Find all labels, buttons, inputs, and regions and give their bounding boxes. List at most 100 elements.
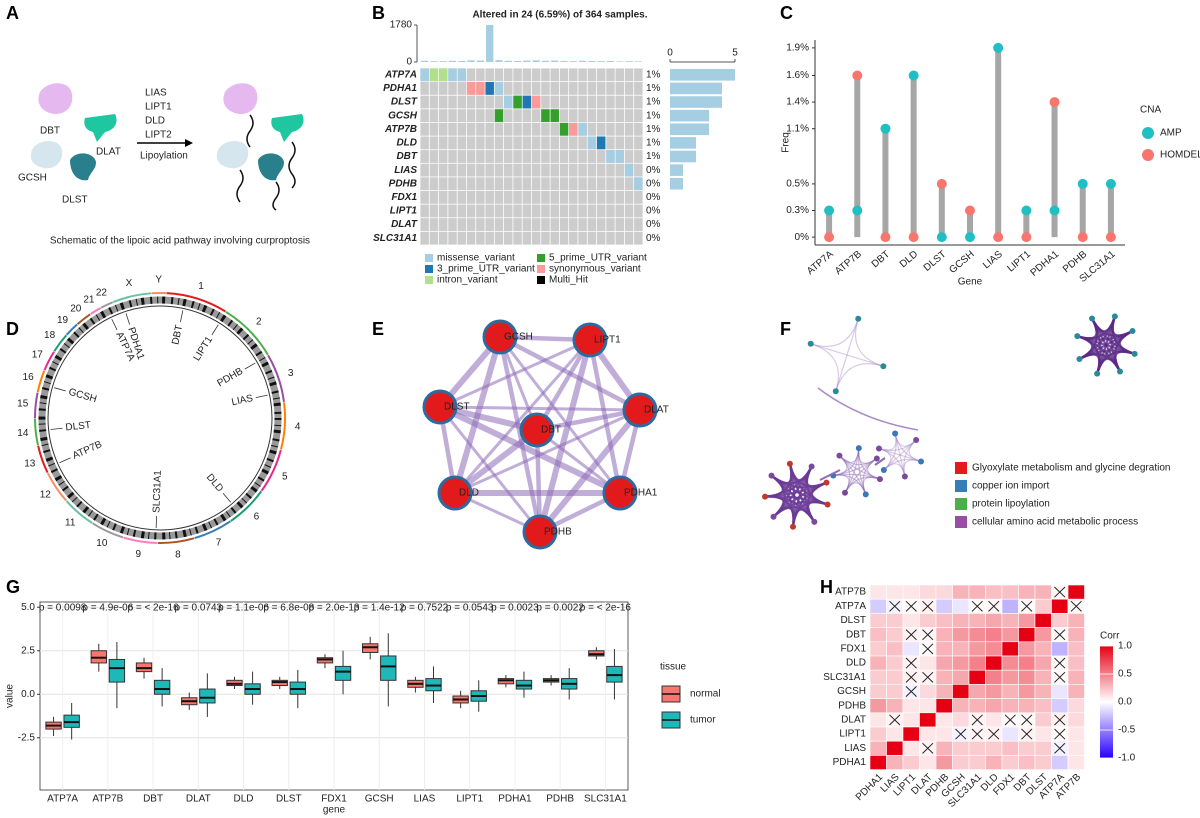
empty-cell xyxy=(476,95,485,109)
empty-cell xyxy=(485,150,494,163)
mutation-cell xyxy=(578,122,587,136)
x-tick-label: LIAS xyxy=(414,794,436,805)
row-label: PDHB xyxy=(838,700,866,711)
empty-cell xyxy=(606,190,615,204)
legend-label: missense_variant xyxy=(437,253,515,264)
empty-cell xyxy=(420,122,429,136)
chromosome-arc xyxy=(53,334,68,352)
empty-cell xyxy=(420,136,429,150)
empty-cell xyxy=(624,190,634,204)
enrichment-edge xyxy=(839,455,881,480)
empty-cell xyxy=(541,136,550,150)
mutation-cell xyxy=(531,95,541,109)
y-tick-label: 1.1% xyxy=(786,123,809,134)
enrichment-edge xyxy=(1111,316,1134,337)
empty-cell xyxy=(504,177,513,191)
row-label: ATP7B xyxy=(835,587,866,598)
heatmap-cell xyxy=(919,684,937,699)
ppi-node-label: PDHA1 xyxy=(624,488,658,499)
protein-shape xyxy=(223,83,258,114)
row-label: DLST xyxy=(840,615,866,626)
sample-total-bar xyxy=(616,61,624,62)
heatmap-cell xyxy=(952,655,970,671)
empty-cell xyxy=(531,204,541,218)
percent-label: 1% xyxy=(646,151,661,162)
empty-cell xyxy=(522,190,532,204)
empty-cell xyxy=(624,218,634,231)
empty-cell xyxy=(457,95,467,109)
empty-cell xyxy=(485,122,494,136)
box xyxy=(199,688,216,704)
empty-cell xyxy=(569,136,578,150)
heatmap-cell xyxy=(1051,641,1069,657)
empty-cell xyxy=(634,231,643,245)
empty-cell xyxy=(624,122,634,136)
empty-cell xyxy=(569,190,578,204)
enzyme-label: LIPT1 xyxy=(145,102,172,113)
insignificant-mark xyxy=(971,714,983,726)
empty-cell xyxy=(429,150,439,163)
empty-cell xyxy=(485,95,494,109)
empty-cell xyxy=(494,218,504,231)
gene-count-bar xyxy=(670,164,683,176)
heatmap-cell xyxy=(1018,684,1036,699)
empty-cell xyxy=(578,136,587,150)
empty-cell xyxy=(596,218,606,231)
empty-cell xyxy=(634,109,643,123)
insignificant-mark xyxy=(1054,714,1066,726)
circos xyxy=(38,296,282,540)
enzyme-label: LIPT2 xyxy=(145,130,172,141)
empty-cell xyxy=(513,190,522,204)
ppi-node-label: PDHB xyxy=(544,527,572,538)
empty-cell xyxy=(559,68,569,82)
heatmap-cell xyxy=(1034,740,1052,756)
insignificant-mark xyxy=(1021,714,1033,726)
heatmap-cell xyxy=(886,669,904,685)
empty-cell xyxy=(457,218,467,231)
empty-cell xyxy=(624,95,634,109)
empty-cell xyxy=(466,109,476,123)
heatmap-cell xyxy=(952,684,970,699)
protein-label: DBT xyxy=(40,126,60,137)
empty-cell xyxy=(513,163,522,177)
p-value: p = 1.4e-12 xyxy=(354,603,405,614)
heatmap-cell xyxy=(902,755,920,770)
empty-cell xyxy=(476,68,485,82)
enrichment-edge xyxy=(839,455,878,466)
empty-cell xyxy=(634,95,643,109)
chromosome-label: 4 xyxy=(295,422,301,433)
empty-cell xyxy=(559,218,569,231)
heatmap-cell xyxy=(1034,655,1052,671)
heatmap-cell xyxy=(1034,584,1052,600)
chromosome-arc xyxy=(65,323,78,336)
legend-swatch xyxy=(955,462,967,474)
empty-cell xyxy=(624,204,634,218)
empty-cell xyxy=(531,163,541,177)
empty-cell xyxy=(438,190,448,204)
protein-shape xyxy=(38,83,73,114)
empty-cell xyxy=(476,218,485,231)
empty-cell xyxy=(420,95,429,109)
empty-cell xyxy=(457,204,467,218)
mutation-cell xyxy=(615,150,625,163)
legend-swatch xyxy=(537,265,545,273)
point xyxy=(1105,232,1116,243)
heatmap-cell xyxy=(1001,584,1019,600)
empty-cell xyxy=(522,109,532,123)
insignificant-mark xyxy=(1021,728,1033,740)
x-tick-label: DBT xyxy=(143,794,163,805)
empty-cell xyxy=(615,82,625,95)
point xyxy=(1021,232,1032,243)
ppi-node xyxy=(622,392,658,428)
heatmap-cell xyxy=(1034,755,1052,770)
insignificant-mark xyxy=(1054,671,1066,683)
empty-cell xyxy=(513,82,522,95)
empty-cell xyxy=(513,218,522,231)
empty-cell xyxy=(513,204,522,218)
heatmap-cell xyxy=(985,698,1003,714)
ppi-edge xyxy=(439,405,641,412)
enrichment-node xyxy=(855,445,862,452)
empty-cell xyxy=(504,163,513,177)
